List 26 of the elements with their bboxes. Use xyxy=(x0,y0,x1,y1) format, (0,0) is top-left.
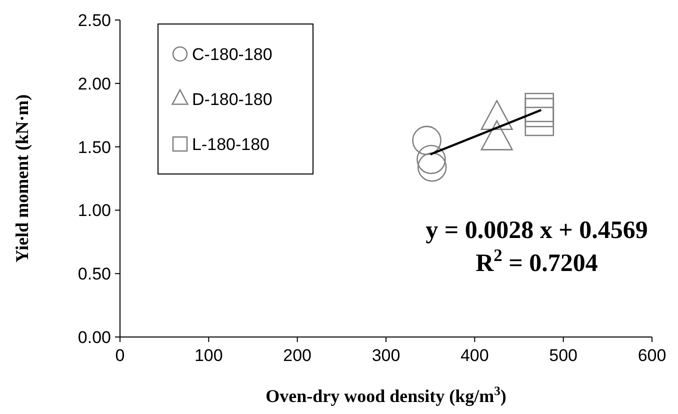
annotation: y = 0.0028 x + 0.4569 xyxy=(426,217,648,244)
legend-label: D-180-180 xyxy=(192,90,272,109)
legend-label: L-180-180 xyxy=(192,134,270,154)
x-tick-label: 200 xyxy=(283,346,312,365)
point xyxy=(412,126,442,156)
y-axis-title: Yield moment (kN·m) xyxy=(12,94,32,263)
x-tick-label: 500 xyxy=(549,346,578,365)
x-axis-title: Oven-dry wood density (kg/m$^{3}$) xyxy=(266,384,506,406)
x-tick-label: 100 xyxy=(194,346,223,365)
point xyxy=(417,152,447,182)
x-tick-label: 600 xyxy=(638,346,666,365)
y-tick-label: 2.00 xyxy=(78,74,111,94)
point xyxy=(524,106,554,136)
point xyxy=(416,144,446,174)
y-tick-label: 0.00 xyxy=(78,328,111,347)
y-tick-label: 0.50 xyxy=(78,264,111,284)
legend-label: C-180-180 xyxy=(192,44,272,64)
x-tick-label: 0 xyxy=(115,346,125,365)
y-tick-label: 1.50 xyxy=(78,138,111,157)
point xyxy=(524,92,554,122)
y-tick-label: 1.00 xyxy=(78,201,111,220)
x-tick-label: 300 xyxy=(372,346,400,365)
point xyxy=(524,98,554,128)
y-tick-label: 2.50 xyxy=(78,10,111,30)
annotation: R$^{2}$ = 0.7204 xyxy=(476,245,598,278)
x-tick-label: 400 xyxy=(460,346,489,365)
